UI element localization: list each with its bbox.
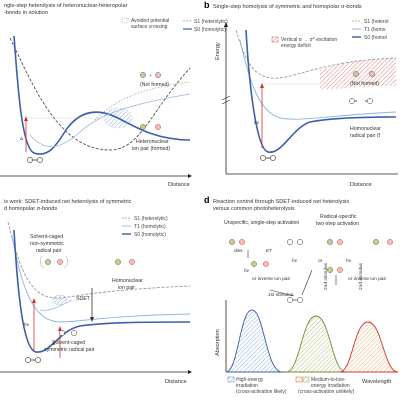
panel-d-radical-2: two-step activation (316, 221, 359, 227)
panel-c-legend-s0: S0 (homolytic) (134, 232, 166, 238)
panel-d-letter: d (204, 195, 210, 205)
panel-d-legend-med-1: Medium-to-low- (311, 377, 346, 383)
panel-b-legend-s0: S0 (homol (364, 35, 387, 41)
legend-s0: S0 (homolytic) (194, 27, 226, 33)
panel-b-s0-curve (245, 29, 397, 153)
legend-avoided-2: surface crossing (131, 24, 168, 30)
panel-c-sdet: SDET (76, 296, 91, 302)
panel-c-title-1: is work: SDET-induced net heterolysis of… (4, 199, 132, 205)
panel-c: is work: SDET-induced net heterolysis of… (0, 199, 192, 385)
panel-c-legend-s1: S1 (heterolytic) (134, 216, 168, 222)
panel-d-hv-1: hν (244, 268, 250, 274)
panel-b-radical-molecule (349, 98, 373, 104)
panel-a-xlabel: Distance (168, 182, 190, 188)
panel-d-title-2: versus common photoheterolysis (213, 206, 295, 212)
panel-a-s1-curve (9, 37, 191, 151)
panel-b: b Single-step homolysis of symmetric and… (204, 0, 398, 188)
panel-b-ylabel: Energy (215, 42, 221, 60)
panel-d-stim-1: 1st stimulus (268, 292, 294, 298)
panel-d-hv-2: hν (292, 258, 298, 264)
panel-a-not-formed-molecule: + (140, 72, 161, 79)
panel-c-molecule-bottom (25, 357, 41, 363)
panel-b-hv: hν (254, 120, 260, 126)
panel-a-molecule-bottom (27, 157, 43, 163)
panel-d-diss: diss. (234, 248, 244, 254)
panel-a-not-formed: (Not formed) (140, 82, 169, 88)
panel-d-title-1: Reaction control through SDET-induced ne… (213, 199, 349, 205)
panel-d-inverse-2: or inverse ion pair (348, 276, 387, 282)
panel-a-x-arrow (188, 174, 192, 178)
panel-a-ion-pair-molecule (140, 124, 161, 130)
panel-b-legend-t1: T1 (homo (364, 27, 386, 33)
panel-b-letter: b (204, 0, 210, 10)
panel-d-ylabel: Absorption (215, 329, 221, 356)
panel-a-delta: Δ (20, 136, 24, 142)
panel-a-light-curve (29, 93, 191, 148)
panel-d-or: or (318, 258, 323, 264)
panel-d-legend-wave: Wavelength (362, 379, 391, 385)
panel-d-stim-2b: 2nd stimulus (358, 262, 364, 290)
panel-a-ion-pair-2: ion pair (formed) (132, 146, 170, 152)
panel-d-radical-1: Radical-specific (320, 214, 357, 220)
panel-d-legend-med-3: (cross-activation unlikely) (298, 389, 354, 395)
panel-b-not-formed: (Not formed) (350, 81, 379, 87)
legend-s1: S1 (heterolytic) (194, 19, 228, 25)
panel-b-deficit-2: energy deficit (281, 43, 311, 49)
panel-c-sym-molecule (59, 330, 77, 336)
panel-c-ion-molecule (115, 259, 135, 265)
panel-d-legend-high-2: irradiation (236, 383, 258, 389)
panel-b-molecule-bottom (260, 155, 276, 161)
panel-a-title-2: -bonds in solution (4, 10, 48, 16)
panel-c-caged-sym-1: Solvent-caged (52, 340, 85, 346)
panel-d-legend-high-1: High-energy (236, 377, 264, 383)
panel-c-legend-t1: T1 (homolytic) (134, 224, 166, 230)
panel-b-deficit-swatch (271, 36, 279, 43)
panel-c-caged-2: non-symmetric (30, 241, 64, 247)
panel-a: ngle-step heterolysis of heteronuclear-h… (0, 3, 228, 188)
panel-b-xlabel: Distance (350, 182, 372, 188)
panel-a-title-1: ngle-step heterolysis of heteronuclear-h… (4, 3, 128, 9)
panel-b-radical-2: radical pair (f (350, 133, 381, 139)
panel-d-hv-3: hν (346, 258, 352, 264)
panel-b-deficit-1: Vertical σ → σ* excitation (281, 37, 337, 43)
legend-avoided: Avoided potential (131, 18, 169, 24)
panel-c-caged-1: Solvent-caged (30, 234, 63, 240)
panel-d-band-blue (225, 309, 283, 373)
panel-c-s0-curve (13, 229, 191, 353)
panel-d-inverse-1: or inverse ion pair (252, 276, 291, 282)
panel-a-s0-curve (13, 35, 191, 155)
panel-b-title: Single-step homolysis of symmetric and h… (213, 4, 362, 10)
panel-d-stim-2a: 2nd stimulus (323, 262, 329, 290)
panel-d-legend-med-swatch (302, 376, 310, 383)
panel-d-molecules (229, 239, 393, 303)
panel-c-t1-curve (11, 235, 191, 323)
panel-c-xlabel: Distance (165, 379, 187, 385)
panel-d-band-red (339, 321, 399, 373)
panel-b-legend-s1: S1 (heterol (364, 19, 388, 25)
panel-d-band-green (285, 315, 347, 373)
panel-c-delta: Δ (52, 341, 56, 347)
svg-text:+: + (149, 74, 152, 79)
panel-c-hv: hν (24, 322, 30, 328)
panel-c-caged-sym-2: symmetric radical pair (44, 347, 95, 353)
panel-d-unspecific: Unspecific, single-step activation (224, 220, 299, 226)
panel-a-ion-pair-1: Heteronuclear (136, 139, 169, 145)
panel-c-caged-3: radical pair (36, 248, 62, 254)
legend-avoided-swatch (121, 17, 129, 24)
panel-c-title-2: d homopolar σ-bonds (4, 206, 57, 212)
panel-d: d Reaction control through SDET-induced … (204, 195, 399, 395)
panel-c-caged-molecule (40, 255, 68, 269)
panel-d-legend-high-3: (cross-activation likely) (236, 389, 287, 395)
panel-d-legend-med-2: energy irradiation (311, 383, 350, 389)
panel-d-legend-high-swatch (227, 376, 235, 383)
panel-c-homo-ion-2: ion pair (118, 285, 135, 291)
panel-b-not-formed-molecule (353, 71, 375, 77)
panel-d-et: ET (266, 248, 272, 254)
panel-b-radical-1: Homonuclear (350, 126, 381, 132)
panel-c-homo-ion-1: Homonuclear (112, 278, 143, 284)
